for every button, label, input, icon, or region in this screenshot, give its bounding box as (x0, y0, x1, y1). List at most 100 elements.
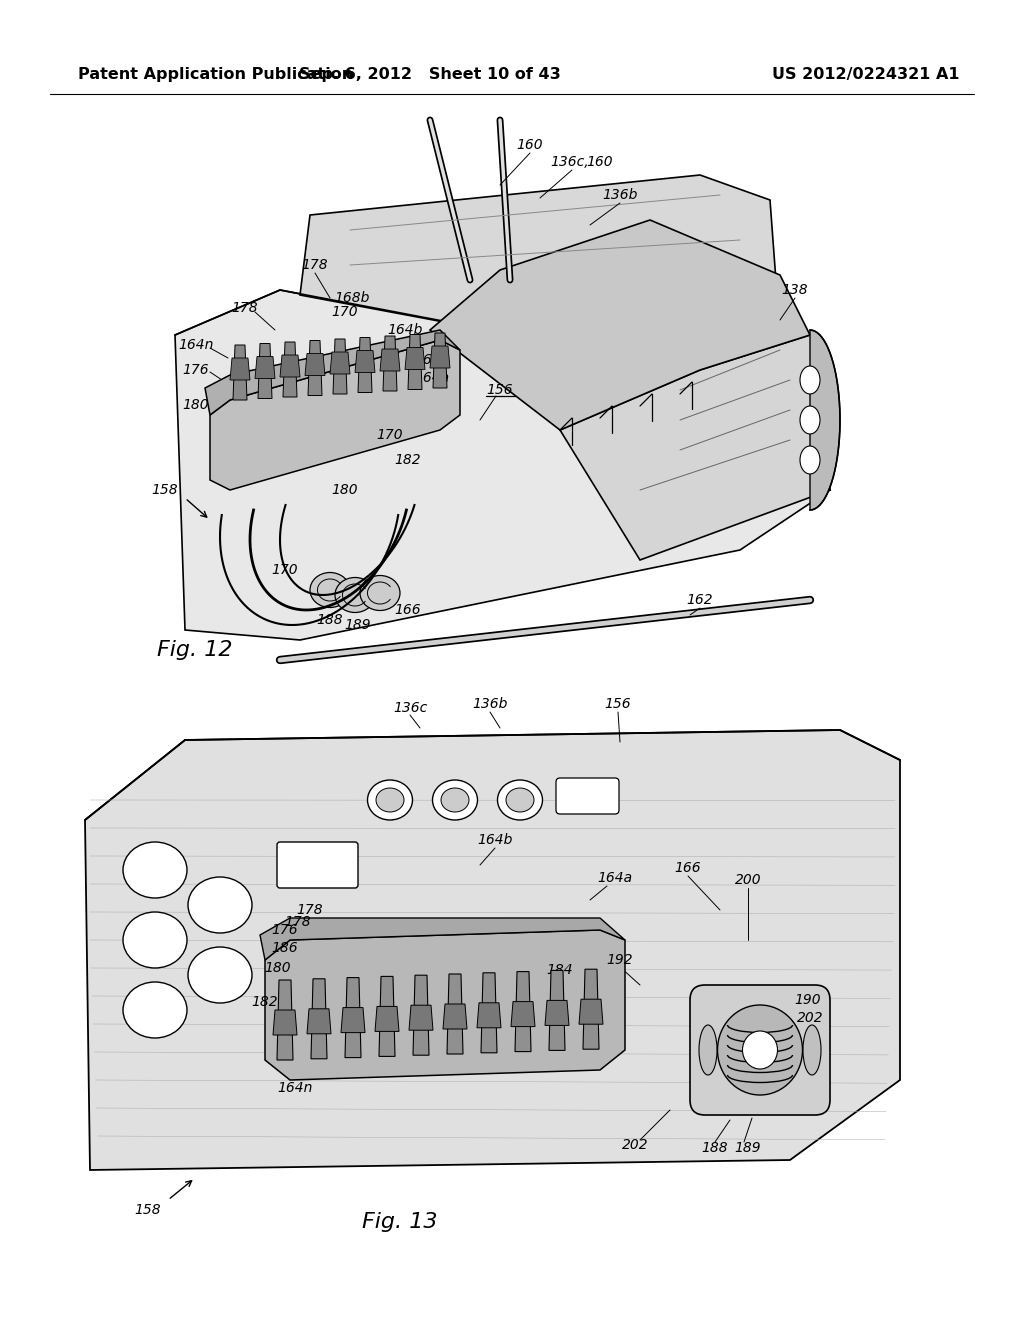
Ellipse shape (188, 876, 252, 933)
Polygon shape (355, 351, 375, 372)
Polygon shape (307, 1008, 331, 1034)
Ellipse shape (498, 780, 543, 820)
Ellipse shape (123, 842, 187, 898)
Text: 136c: 136c (393, 701, 427, 715)
Text: 136b: 136b (472, 697, 508, 711)
Polygon shape (383, 337, 397, 391)
Polygon shape (560, 335, 830, 560)
Text: 182: 182 (252, 995, 279, 1008)
Polygon shape (233, 345, 247, 400)
Ellipse shape (368, 780, 413, 820)
Text: 166: 166 (675, 861, 701, 875)
Polygon shape (205, 330, 460, 414)
Polygon shape (583, 969, 599, 1049)
Polygon shape (308, 341, 322, 396)
Polygon shape (278, 979, 293, 1060)
Text: 202: 202 (622, 1138, 648, 1152)
Polygon shape (430, 346, 450, 368)
Polygon shape (273, 1010, 297, 1035)
Ellipse shape (506, 788, 534, 812)
Text: Patent Application Publication: Patent Application Publication (78, 67, 353, 82)
Text: 160: 160 (587, 154, 613, 169)
FancyBboxPatch shape (690, 985, 830, 1115)
Text: 202: 202 (797, 1011, 823, 1026)
Text: 164n: 164n (178, 338, 214, 352)
Text: Sep. 6, 2012   Sheet 10 of 43: Sep. 6, 2012 Sheet 10 of 43 (299, 67, 561, 82)
Polygon shape (515, 972, 531, 1052)
Text: 178: 178 (297, 903, 324, 917)
Polygon shape (260, 917, 625, 960)
Polygon shape (230, 358, 250, 380)
Text: 180: 180 (182, 399, 209, 412)
Text: 164a: 164a (415, 371, 450, 385)
Polygon shape (283, 342, 297, 397)
Polygon shape (413, 975, 429, 1055)
Polygon shape (358, 338, 372, 392)
Ellipse shape (376, 788, 404, 812)
Polygon shape (85, 730, 900, 1170)
Polygon shape (379, 977, 395, 1056)
Text: 160: 160 (517, 139, 544, 152)
Text: 189: 189 (734, 1140, 761, 1155)
Text: 176: 176 (182, 363, 209, 378)
Polygon shape (210, 341, 460, 490)
Text: 168a: 168a (415, 352, 450, 367)
Polygon shape (345, 978, 361, 1057)
Ellipse shape (699, 1026, 717, 1074)
Text: 180: 180 (332, 483, 358, 498)
Text: 170: 170 (377, 428, 403, 442)
Polygon shape (265, 931, 625, 1080)
Text: 162: 162 (687, 593, 714, 607)
Text: 192: 192 (606, 953, 633, 968)
Polygon shape (433, 333, 447, 388)
Text: 136c,: 136c, (551, 154, 590, 169)
Polygon shape (481, 973, 497, 1053)
Polygon shape (408, 334, 422, 389)
Ellipse shape (803, 1026, 821, 1074)
Polygon shape (305, 354, 325, 375)
Ellipse shape (432, 780, 477, 820)
Text: 184: 184 (547, 964, 573, 977)
Text: 164a: 164a (597, 871, 633, 884)
Polygon shape (409, 1006, 433, 1030)
Text: 156: 156 (486, 383, 513, 397)
Text: 168b: 168b (334, 290, 370, 305)
Polygon shape (341, 1007, 365, 1032)
Ellipse shape (718, 1005, 803, 1096)
Text: 164b: 164b (387, 323, 423, 337)
Ellipse shape (800, 407, 820, 434)
Text: Fig. 12: Fig. 12 (158, 640, 232, 660)
Ellipse shape (800, 366, 820, 393)
Polygon shape (300, 176, 780, 370)
Polygon shape (443, 1005, 467, 1030)
Text: 170: 170 (332, 305, 358, 319)
Text: 136b: 136b (602, 187, 638, 202)
Text: 164n: 164n (278, 1081, 312, 1096)
Ellipse shape (441, 788, 469, 812)
Polygon shape (579, 999, 603, 1024)
Text: 180: 180 (264, 961, 291, 975)
Text: 189: 189 (345, 618, 372, 632)
Polygon shape (375, 1006, 399, 1031)
Text: Fig. 13: Fig. 13 (362, 1212, 437, 1232)
Polygon shape (175, 290, 830, 640)
Ellipse shape (335, 578, 375, 612)
Text: 158: 158 (135, 1203, 162, 1217)
Text: 178: 178 (285, 915, 311, 929)
Polygon shape (255, 356, 275, 379)
Polygon shape (549, 970, 565, 1051)
Text: 170: 170 (271, 564, 298, 577)
Text: 166: 166 (394, 603, 421, 616)
Text: 200: 200 (734, 873, 761, 887)
Ellipse shape (310, 573, 350, 607)
Polygon shape (333, 339, 347, 393)
FancyBboxPatch shape (556, 777, 618, 814)
Text: US 2012/0224321 A1: US 2012/0224321 A1 (772, 67, 961, 82)
Polygon shape (380, 348, 400, 371)
Ellipse shape (123, 982, 187, 1038)
Polygon shape (810, 330, 840, 510)
Text: 138: 138 (781, 282, 808, 297)
Text: 188: 188 (701, 1140, 728, 1155)
Text: 176: 176 (271, 923, 298, 937)
Polygon shape (545, 1001, 569, 1026)
